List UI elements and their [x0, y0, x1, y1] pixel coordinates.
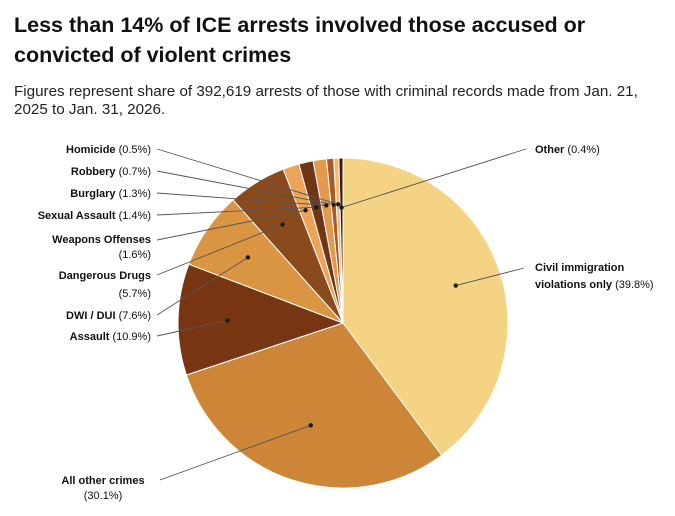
leader-dot-burglary — [324, 203, 329, 208]
leader-line-burglary — [156, 192, 327, 206]
leader-dot-sexual-assault — [314, 205, 319, 210]
slice-label-other: Other (0.4%) — [535, 144, 600, 156]
slice-label-homicide: Homicide (0.5%) — [66, 144, 151, 156]
slice-label-assault: Assault (10.9%) — [70, 331, 151, 343]
slice-label-dangerous-drugs: Dangerous Drugs (5.7%) — [59, 270, 151, 300]
leader-line-weapons-offenses — [156, 209, 306, 241]
slice-label-all-other-crimes: All other crimes (30.1%) — [61, 475, 144, 502]
chart-subtitle: Figures represent share of 392,619 arres… — [14, 83, 638, 118]
leader-dot-civil-immigration-violations-only — [453, 283, 458, 288]
pie-slice-other — [338, 157, 344, 324]
leader-dot-weapons-offenses — [303, 208, 308, 213]
leader-line-civil-immigration-violations-only — [455, 267, 525, 287]
pie-slices — [177, 157, 509, 489]
leader-dot-all-other-crimes — [308, 423, 314, 428]
leader-line-homicide — [156, 148, 339, 205]
leader-line-all-other-crimes — [159, 424, 311, 481]
slice-label-dwi-dui: DWI / DUI (7.6%) — [66, 310, 151, 322]
leader-line-robbery — [156, 170, 334, 206]
slice-label-sexual-assault: Sexual Assault (1.4%) — [38, 210, 151, 222]
leader-line-other — [341, 148, 527, 208]
slice-labels: Civil immigration violations only (39.8%)… — [38, 144, 654, 502]
slice-label-robbery: Robbery (0.7%) — [71, 166, 151, 178]
pie-slice-all-other-crimes — [185, 322, 443, 489]
leader-dot-homicide — [335, 202, 341, 207]
leader-dot-other — [339, 205, 344, 210]
leader-line-dangerous-drugs — [156, 224, 283, 276]
slice-label-civil-immigration-violations-only: Civil immigration violations only (39.8%) — [535, 262, 654, 291]
leader-dot-dangerous-drugs — [280, 222, 285, 227]
slice-label-burglary: Burglary (1.3%) — [70, 188, 151, 200]
leader-dot-assault — [225, 318, 230, 323]
leader-line-dwi-dui — [156, 257, 249, 316]
leader-dot-dwi-dui — [245, 255, 251, 260]
pie-slice-assault — [177, 263, 345, 376]
pie-slice-civil-immigration-violations-only — [342, 157, 509, 456]
slice-label-weapons-offenses: Weapons Offenses (1.6%) — [52, 234, 151, 261]
leader-line-sexual-assault — [156, 206, 317, 216]
leader-line-assault — [156, 320, 228, 337]
leader-lines — [156, 148, 527, 481]
chart-title: Less than 14% of ICE arrests involved th… — [14, 13, 586, 67]
